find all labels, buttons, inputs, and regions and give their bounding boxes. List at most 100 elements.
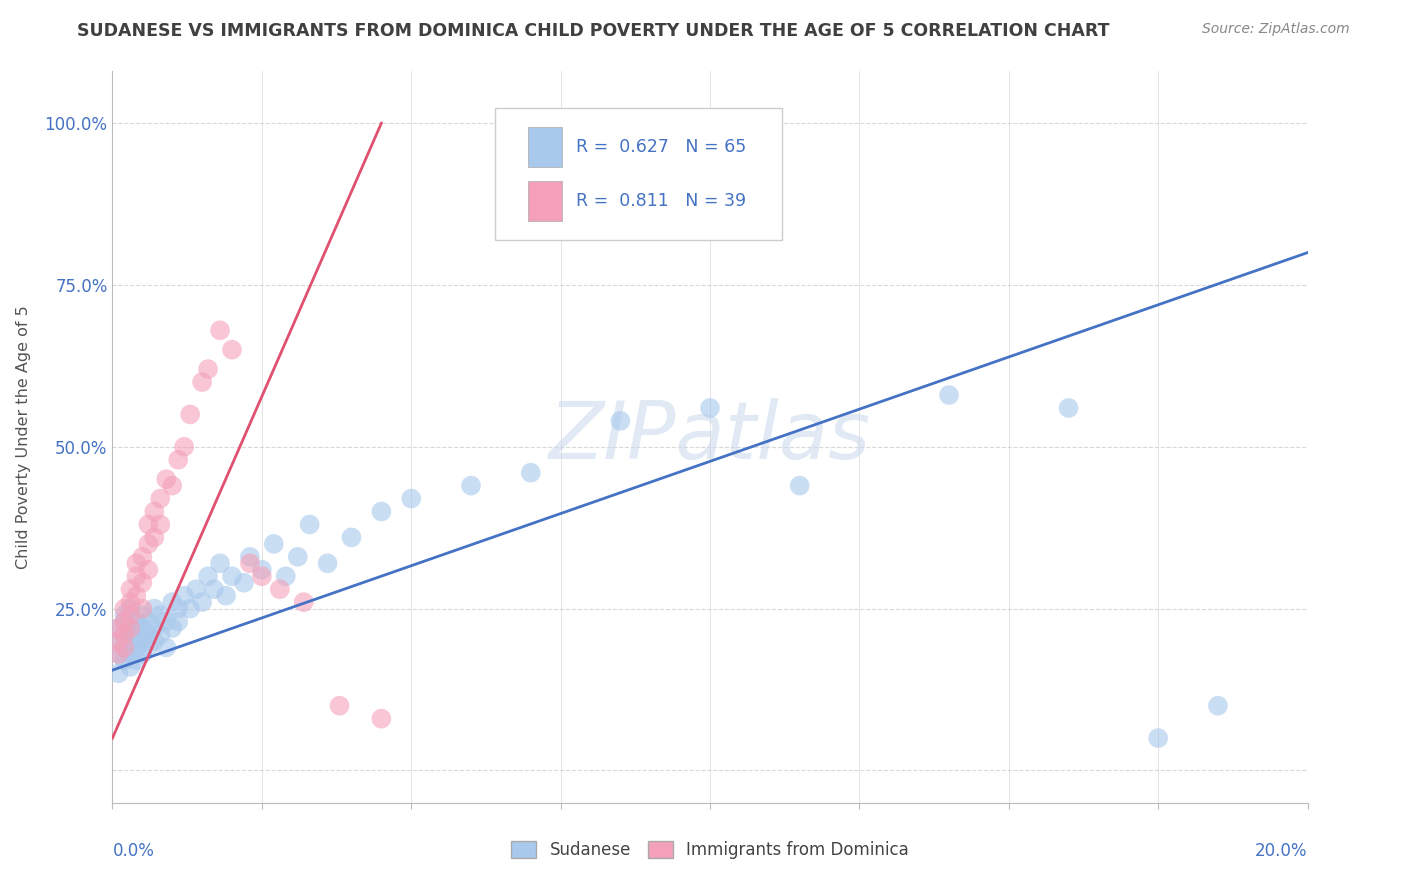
Point (125, 627, 148, 641)
Point (173, 440, 195, 454)
Point (329, 698, 352, 713)
Text: R =  0.627   N = 65: R = 0.627 N = 65 (576, 138, 747, 156)
Point (114, 627, 135, 641)
Point (149, 517, 172, 532)
Point (221, 343, 243, 357)
Point (292, 595, 315, 609)
Point (143, 634, 166, 648)
Point (191, 595, 214, 609)
Bar (529, 127, 562, 167)
Text: R =  0.811   N = 39: R = 0.811 N = 39 (576, 192, 747, 210)
Point (114, 640, 135, 655)
Text: ZIPatlas: ZIPatlas (548, 398, 872, 476)
Point (120, 582, 142, 597)
Point (167, 615, 190, 629)
Point (155, 472, 177, 486)
Point (107, 647, 129, 661)
Point (120, 621, 142, 635)
Point (609, 414, 631, 428)
Point (250, 563, 273, 577)
Point (197, 569, 219, 583)
Point (167, 452, 190, 467)
Point (107, 634, 129, 648)
Point (120, 634, 142, 648)
Point (114, 640, 135, 655)
Point (114, 608, 135, 623)
Point (120, 621, 142, 635)
Point (239, 557, 262, 571)
Point (789, 478, 811, 492)
Point (186, 582, 208, 597)
Point (162, 621, 183, 635)
FancyBboxPatch shape (495, 108, 782, 240)
Point (125, 557, 148, 571)
Point (131, 621, 153, 635)
Point (114, 615, 135, 629)
Point (149, 491, 172, 506)
Point (143, 504, 166, 518)
Point (149, 608, 172, 623)
Point (114, 627, 135, 641)
Point (1147, 731, 1170, 745)
Point (143, 530, 166, 544)
Point (131, 647, 153, 661)
Point (520, 466, 543, 480)
Point (138, 615, 160, 629)
Text: 0.0%: 0.0% (112, 842, 155, 860)
Point (125, 589, 148, 603)
Point (460, 478, 482, 492)
Point (131, 601, 153, 615)
Point (114, 653, 135, 667)
Point (162, 595, 183, 609)
Point (125, 569, 148, 583)
Bar (529, 180, 562, 221)
Point (1206, 698, 1229, 713)
Point (209, 557, 232, 571)
Legend: Sudanese, Immigrants from Dominica: Sudanese, Immigrants from Dominica (503, 833, 917, 868)
Point (401, 491, 423, 506)
Point (202, 582, 225, 597)
Point (131, 634, 153, 648)
Point (173, 589, 195, 603)
Point (149, 627, 172, 641)
Text: Source: ZipAtlas.com: Source: ZipAtlas.com (1202, 22, 1350, 37)
Point (120, 660, 142, 674)
Point (138, 563, 160, 577)
Point (274, 569, 297, 583)
Point (316, 557, 339, 571)
Point (340, 530, 363, 544)
Point (131, 549, 153, 564)
Point (125, 640, 148, 655)
Y-axis label: Child Poverty Under the Age of 5: Child Poverty Under the Age of 5 (15, 305, 31, 569)
Point (221, 569, 243, 583)
Point (269, 582, 291, 597)
Point (138, 517, 160, 532)
Point (239, 549, 262, 564)
Point (167, 601, 190, 615)
Point (215, 589, 238, 603)
Text: 20.0%: 20.0% (1256, 842, 1308, 860)
Point (120, 608, 142, 623)
Point (263, 537, 285, 551)
Point (125, 653, 148, 667)
Point (107, 634, 129, 648)
Point (120, 647, 142, 661)
Point (155, 640, 177, 655)
Point (298, 517, 321, 532)
Point (114, 601, 135, 615)
Point (233, 575, 256, 590)
Point (191, 375, 214, 389)
Point (938, 388, 960, 402)
Point (143, 621, 166, 635)
Point (1057, 401, 1080, 415)
Point (370, 504, 392, 518)
Point (179, 408, 201, 422)
Point (179, 601, 201, 615)
Point (699, 401, 721, 415)
Point (138, 537, 160, 551)
Point (162, 478, 183, 492)
Point (370, 712, 392, 726)
Point (131, 608, 153, 623)
Point (120, 601, 142, 615)
Point (209, 323, 232, 337)
